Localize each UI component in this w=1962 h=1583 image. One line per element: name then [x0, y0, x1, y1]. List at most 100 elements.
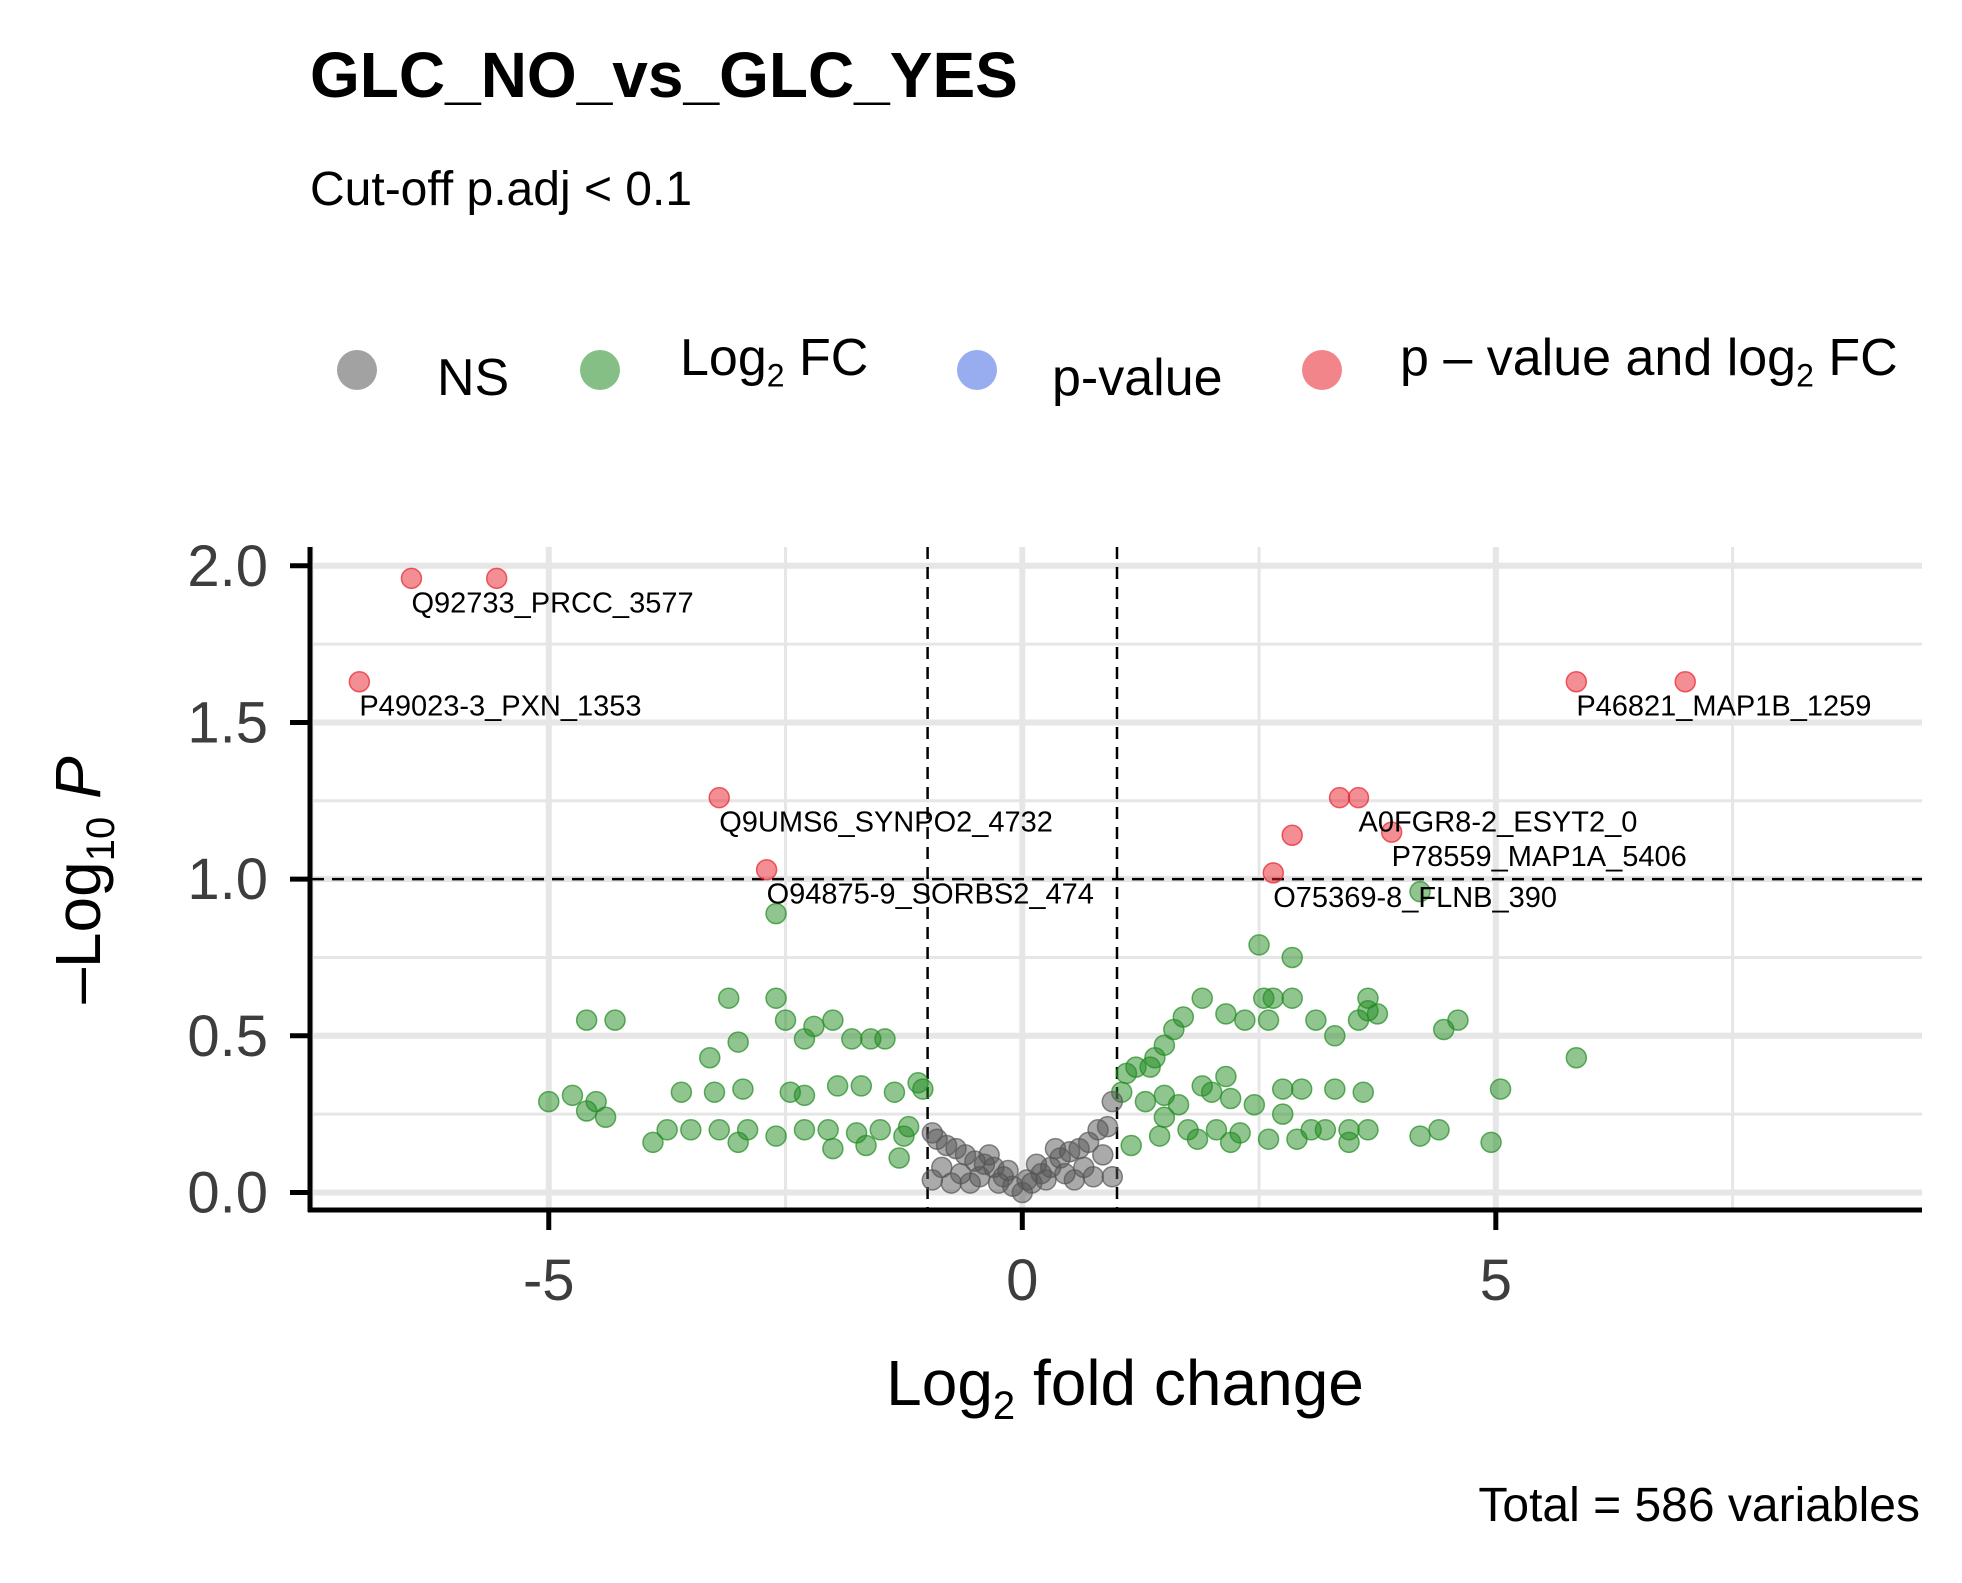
data-point-fc: [1205, 1119, 1228, 1141]
chart-subtitle: Cut-off p.adj < 0.1: [310, 163, 693, 216]
data-point-fc: [1167, 1093, 1190, 1116]
data-point-fc: [874, 1028, 896, 1050]
data-point-ns: [1025, 1153, 1048, 1176]
data-point-ns: [1101, 1090, 1124, 1113]
data-point-fc: [1409, 1125, 1431, 1147]
point-label: P46821_MAP1B_1259: [1576, 691, 1871, 723]
data-point-fc: [869, 1119, 891, 1141]
y-tick-label: 1.0: [187, 847, 268, 912]
point-label: Q92733_PRCC_3577: [411, 587, 693, 619]
data-point-fc: [1262, 987, 1285, 1009]
data-point-fc-p: [485, 567, 508, 590]
legend-label-log2fc: Log2 FC: [680, 329, 869, 394]
data-point-ns: [997, 1159, 1019, 1182]
data-point-fc: [1480, 1131, 1502, 1154]
data-point-fc: [793, 1119, 816, 1141]
data-point-fc: [680, 1119, 702, 1141]
data-point-fc-p: [348, 670, 371, 693]
cutoff-lines: [312, 547, 1922, 1210]
data-point-fc-p: [1262, 862, 1285, 884]
data-point-fc: [1115, 1062, 1138, 1085]
data-point-fc: [604, 1009, 626, 1031]
data-point-fc-p: [1281, 824, 1303, 847]
x-tick-label: 0: [1006, 1248, 1038, 1313]
data-point-fc-p: [1328, 786, 1351, 809]
data-point-fc: [1200, 1081, 1223, 1103]
data-points: [348, 567, 1696, 1204]
data-point-fc: [822, 1009, 844, 1031]
data-point-fc: [703, 1081, 726, 1103]
data-point-fc: [594, 1106, 617, 1129]
data-point-fc: [642, 1131, 664, 1154]
data-point-fc: [897, 1115, 920, 1138]
data-point-fc: [699, 1046, 721, 1069]
data-point-fc-p: [1347, 786, 1370, 809]
point-label: Q9UMS6_SYNPO2_4732: [719, 807, 1053, 839]
point-label: P78559_MAP1A_5406: [1392, 841, 1687, 873]
data-point-fc: [656, 1119, 678, 1141]
point-label: A0FGR8-2_ESYT2_0: [1359, 807, 1638, 839]
data-point-fc: [1215, 1003, 1237, 1025]
data-point-ns: [1101, 1166, 1124, 1188]
data-point-fc: [575, 1009, 598, 1031]
data-point-fc: [1234, 1009, 1256, 1031]
data-point-fc: [1191, 987, 1213, 1009]
data-point-fc-p: [1565, 670, 1588, 693]
data-point-ns: [959, 1172, 981, 1194]
data-point-fc: [912, 1078, 934, 1100]
data-point-fc: [727, 1031, 749, 1053]
data-point-fc: [1366, 1003, 1389, 1025]
data-point-ns: [978, 1144, 1000, 1166]
point-label: P49023-3_PXN_1353: [359, 691, 641, 723]
data-point-fc: [1338, 1131, 1360, 1154]
data-point-fc: [1324, 1078, 1346, 1100]
y-tick-label: 2.0: [187, 534, 268, 599]
data-point-fc: [1290, 1078, 1313, 1100]
data-point-fc: [1565, 1046, 1588, 1069]
legend: NS Log2 FC p-value p – value and log2 FC: [0, 320, 1962, 420]
x-axis-title: Log2 fold change: [886, 1347, 1364, 1428]
data-point-fc: [1248, 934, 1270, 956]
data-point-fc: [822, 1137, 844, 1160]
chart-caption: Total = 586 variables: [1478, 1479, 1920, 1532]
data-point-fc: [717, 987, 740, 1009]
data-point-fc-p: [755, 858, 778, 881]
data-point-fc: [575, 1100, 598, 1122]
data-point-fc: [826, 1075, 849, 1097]
y-axis-title: –Log10 P: [42, 756, 123, 1004]
data-point-ns: [1096, 1115, 1119, 1138]
data-point-fc: [1271, 1078, 1294, 1100]
data-point-fc: [1153, 1106, 1176, 1129]
legend-swatch-pvalue: [957, 350, 997, 390]
data-point-fc: [670, 1081, 693, 1103]
tick-labels: 0.0 0.5 1.0 1.5 2.0 -5 0 5: [187, 534, 1512, 1313]
point-label: O75369-8_FLNB_390: [1273, 882, 1557, 914]
data-point-fc: [561, 1084, 584, 1107]
data-point-ns: [1082, 1166, 1105, 1188]
data-point-fc: [1148, 1125, 1171, 1147]
legend-swatch-pvalue-and-log2fc: [1302, 350, 1342, 390]
data-point-fc: [765, 1125, 787, 1147]
data-point-fc: [708, 1119, 730, 1141]
y-tick-label: 0.5: [187, 1004, 268, 1069]
data-point-fc: [1305, 1009, 1327, 1031]
y-tick-label: 1.5: [187, 690, 268, 755]
data-point-fc: [1243, 1093, 1266, 1116]
data-point-fc: [1219, 1087, 1242, 1110]
legend-label-pvalue: p-value: [1052, 349, 1223, 407]
data-point-fc: [803, 1015, 825, 1038]
data-point-ns: [921, 1169, 944, 1191]
data-point-fc: [1215, 1065, 1237, 1088]
data-point-fc: [1257, 1009, 1280, 1031]
chart-title: GLC_NO_vs_GLC_YES: [310, 39, 1018, 111]
data-point-fc: [1300, 1119, 1322, 1141]
data-point-fc: [855, 1134, 877, 1157]
data-point-fc: [1428, 1119, 1450, 1141]
data-point-fc: [732, 1078, 754, 1100]
data-point-fc-p: [1380, 821, 1403, 843]
data-point-ns: [1044, 1137, 1067, 1160]
data-point-ns: [1063, 1169, 1086, 1191]
data-point-fc: [765, 902, 787, 925]
data-point-fc: [1134, 1090, 1157, 1113]
